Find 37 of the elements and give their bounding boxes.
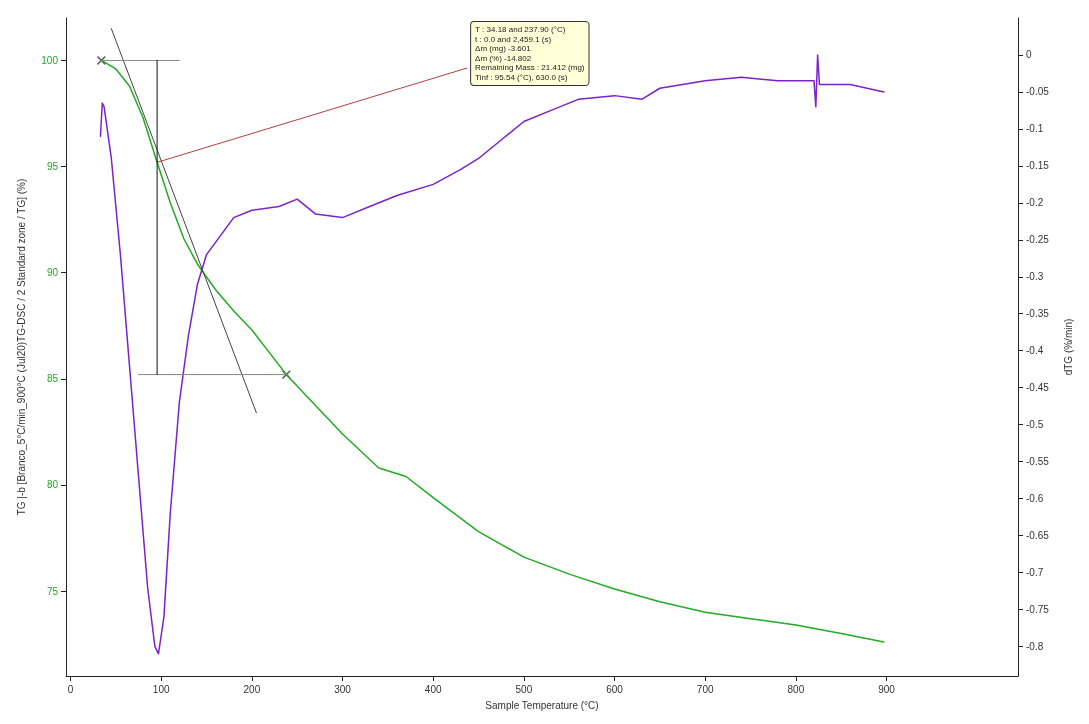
y2-tick-label: 0 (1026, 49, 1032, 61)
y2-tick-label: -0.45 (1026, 382, 1050, 394)
y2-tick-label: -0.25 (1026, 234, 1050, 246)
y-tick-label: 80 (46, 479, 59, 491)
y-tick-label: 95 (46, 161, 59, 173)
x-tick-label: 800 (787, 683, 805, 695)
y2-tick-label: -0.5 (1026, 419, 1044, 431)
x-tick-label: 700 (696, 683, 714, 695)
y2-tick-label: -0.6 (1026, 493, 1044, 505)
x-axis-title: Sample Temperature (°C) (485, 699, 599, 711)
x-tick-label: 200 (243, 683, 261, 695)
y2-tick-label: -0.7 (1026, 566, 1044, 578)
y2-tick-label: -0.55 (1026, 456, 1050, 468)
y2-tick-label: -0.15 (1026, 160, 1050, 172)
y2-tick-label: -0.1 (1026, 123, 1044, 135)
y2-tick-label: -0.35 (1026, 308, 1050, 320)
x-tick-label: 300 (334, 683, 352, 695)
y2-tick-label: -0.4 (1026, 345, 1044, 357)
x-tick-label: 900 (878, 683, 896, 695)
x-tick-label: 600 (606, 683, 624, 695)
y2-tick-label: -0.2 (1026, 197, 1044, 209)
y2-tick-label: -0.8 (1026, 640, 1044, 652)
annotation: T : 34.18 and 237.90 (°C) t : 0.0 and 2,459.1 (s) Δm (mg) -3.601 Δm (%) -14.802 Remaining Mass : 21.412 (mg) Tinf : 95.54 (°C), 630.0 (s) (475, 25, 585, 82)
x-tick-label: 0 (67, 683, 74, 695)
x-tick-label: 400 (424, 683, 442, 695)
y-tick-label: 75 (46, 585, 59, 597)
y-axis-title: TG |-b [Branco_5°C/min_900°C (Jul20)TG-DSC / 2 Standard zone / TG] (%) (15, 178, 27, 516)
x-tick-label: 500 (515, 683, 533, 695)
y2-tick-label: -0.75 (1026, 603, 1050, 615)
y2-tick-label: -0.65 (1026, 530, 1050, 542)
y-tick-label: 85 (46, 373, 59, 385)
y2-tick-label: -0.3 (1026, 271, 1044, 283)
x-tick-label: 100 (152, 683, 170, 695)
y2-axis-title: dTG (%/min) (1062, 318, 1074, 376)
y-tick-label: 90 (46, 267, 59, 279)
y2-tick-label: -0.05 (1026, 86, 1050, 98)
y-tick-label: 100 (41, 54, 59, 66)
